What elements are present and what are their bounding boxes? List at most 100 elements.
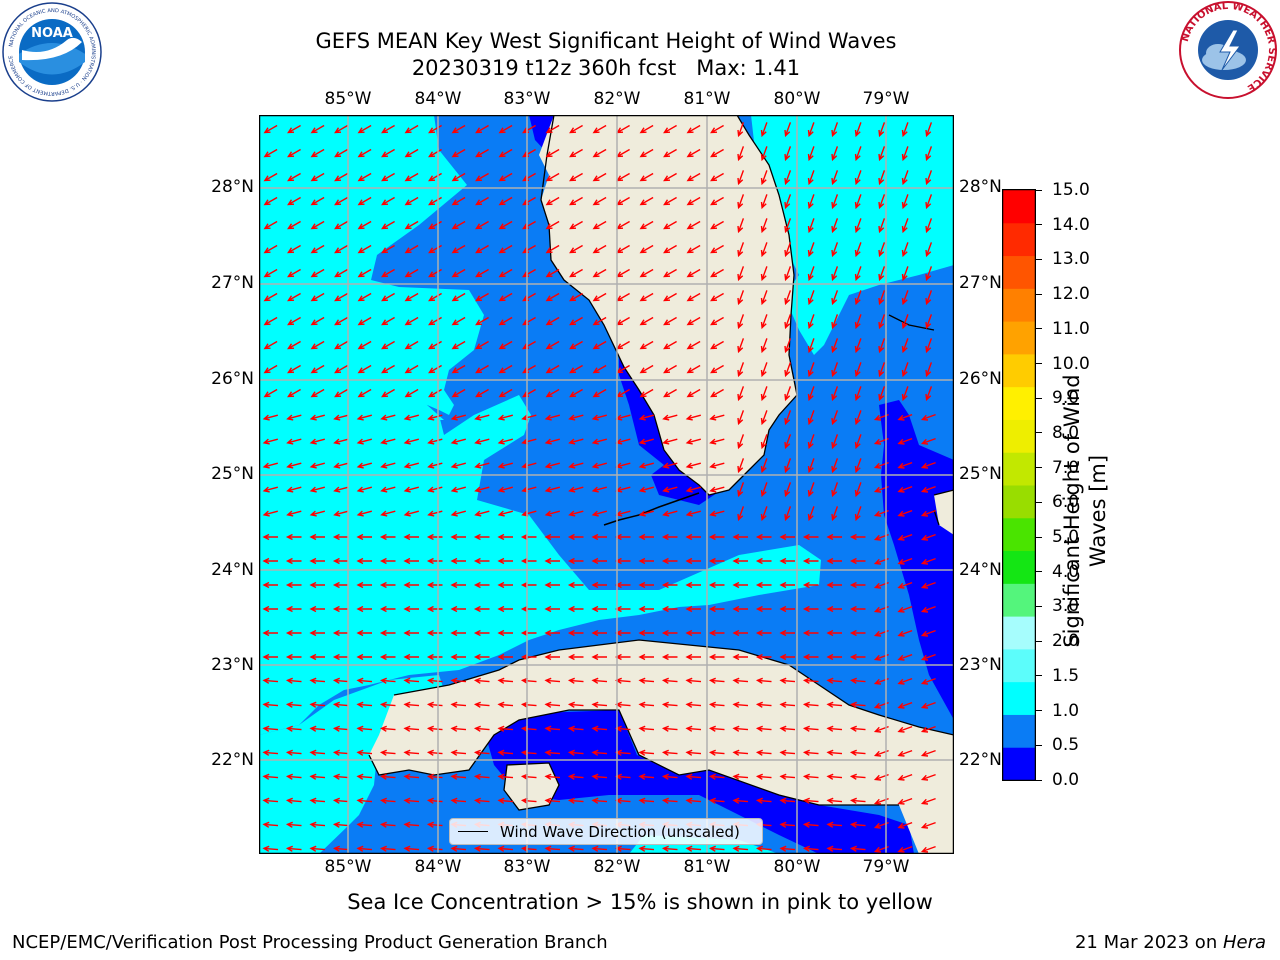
- wave-arrow: [473, 797, 490, 804]
- wave-arrow: [334, 292, 348, 302]
- footer-host: Hera: [1222, 932, 1266, 953]
- wave-arrow: [285, 749, 302, 756]
- wave-arrow: [403, 725, 420, 732]
- wave-arrow: [520, 725, 537, 732]
- wave-arrow: [708, 605, 725, 613]
- wave-arrow: [685, 533, 701, 541]
- colorbar-bin: [1003, 452, 1035, 486]
- wave-arrow: [784, 122, 792, 138]
- wave-arrow: [567, 677, 584, 684]
- wave-arrow: [450, 749, 467, 756]
- colorbar-tick-label: 3.0: [1052, 596, 1080, 617]
- wave-arrow: [737, 338, 745, 354]
- footer-date-text: 21 Mar 2023 on: [1074, 932, 1223, 953]
- wave-arrow: [760, 146, 768, 162]
- wave-arrow: [450, 677, 467, 684]
- wave-arrow: [450, 773, 467, 780]
- wave-arrow: [638, 462, 654, 469]
- wave-arrow: [545, 124, 560, 134]
- wave-arrow: [379, 749, 396, 756]
- wave-arrow: [760, 386, 768, 402]
- wave-arrow: [473, 725, 490, 732]
- wave-arrow: [567, 557, 584, 565]
- wave-arrow: [686, 172, 701, 182]
- lon-tick-top: 84°W: [414, 89, 462, 109]
- wave-arrow: [685, 581, 701, 589]
- wave-arrow: [901, 266, 909, 282]
- wave-arrow: [285, 773, 302, 780]
- wave-arrow: [849, 605, 866, 613]
- wave-arrow: [473, 605, 490, 613]
- colorbar: [1002, 189, 1036, 781]
- wave-arrow: [760, 458, 768, 474]
- wave-arrow: [381, 172, 395, 182]
- lon-tick-top: 85°W: [324, 89, 372, 109]
- wave-arrow: [545, 292, 560, 302]
- wave-arrow: [662, 486, 678, 493]
- wave-arrow: [332, 797, 349, 804]
- wave-arrow: [831, 362, 839, 378]
- wave-arrow: [287, 316, 301, 326]
- wave-arrow: [403, 414, 419, 421]
- wave-arrow: [309, 701, 326, 708]
- wave-arrow: [591, 725, 608, 732]
- wave-arrow: [897, 701, 913, 709]
- wave-arrow: [497, 414, 513, 421]
- wave-arrow: [262, 653, 278, 661]
- wave-arrow: [381, 268, 395, 278]
- wave-arrow: [854, 434, 862, 450]
- wave-arrow: [591, 701, 608, 708]
- wave-arrow: [473, 773, 490, 780]
- wave-arrow: [639, 148, 654, 158]
- wave-arrow: [826, 629, 842, 637]
- wave-arrow: [592, 148, 607, 158]
- colorbar-bin: [1003, 255, 1035, 289]
- wave-arrow: [332, 653, 349, 661]
- wave-arrow: [591, 797, 608, 804]
- wave-arrow: [897, 605, 913, 613]
- wave-arrow: [779, 749, 796, 756]
- wave-arrow: [755, 773, 772, 780]
- wave-arrow: [802, 557, 819, 565]
- wave-arrow: [334, 244, 348, 254]
- wave-arrow: [381, 388, 395, 398]
- wave-arrow: [356, 581, 372, 589]
- wave-arrow: [475, 268, 489, 278]
- wave-arrow: [831, 338, 839, 354]
- wave-arrow: [920, 821, 936, 829]
- wave-arrow: [708, 773, 725, 780]
- wave-arrow: [784, 482, 792, 498]
- wave-arrow: [497, 510, 513, 517]
- wave-arrow: [710, 364, 724, 374]
- wave-arrow: [334, 172, 348, 182]
- wave-arrow: [920, 725, 936, 733]
- wave-arrow: [497, 438, 513, 445]
- wave-arrow: [685, 677, 702, 684]
- wave-arrow: [663, 268, 677, 278]
- wave-arrow: [925, 122, 933, 138]
- colorbar-tick-mark: [1036, 467, 1042, 469]
- wave-arrow: [685, 438, 701, 445]
- wave-arrow: [428, 172, 442, 182]
- wave-arrow: [569, 196, 583, 206]
- wave-arrow: [380, 510, 396, 517]
- coastline-bahamas: [888, 314, 954, 526]
- wave-arrow: [475, 316, 489, 326]
- wave-arrow: [661, 653, 678, 661]
- wave-arrow: [710, 340, 724, 350]
- wave-arrow: [854, 122, 862, 138]
- wave-arrow: [708, 797, 725, 804]
- wave-arrow: [755, 557, 772, 565]
- wave-arrow: [737, 410, 745, 426]
- lon-tick-top: 83°W: [503, 89, 551, 109]
- wave-arrow: [473, 677, 490, 684]
- lon-tick-top: 79°W: [862, 89, 910, 109]
- wave-arrow: [854, 170, 862, 186]
- wave-arrow: [737, 146, 745, 162]
- wave-arrow: [709, 462, 725, 469]
- wave-arrow: [404, 268, 419, 278]
- wave-arrow: [854, 362, 862, 378]
- wave-arrow: [310, 244, 325, 254]
- wave-arrow: [309, 845, 326, 852]
- lat-tick-left: 27°N: [211, 273, 254, 293]
